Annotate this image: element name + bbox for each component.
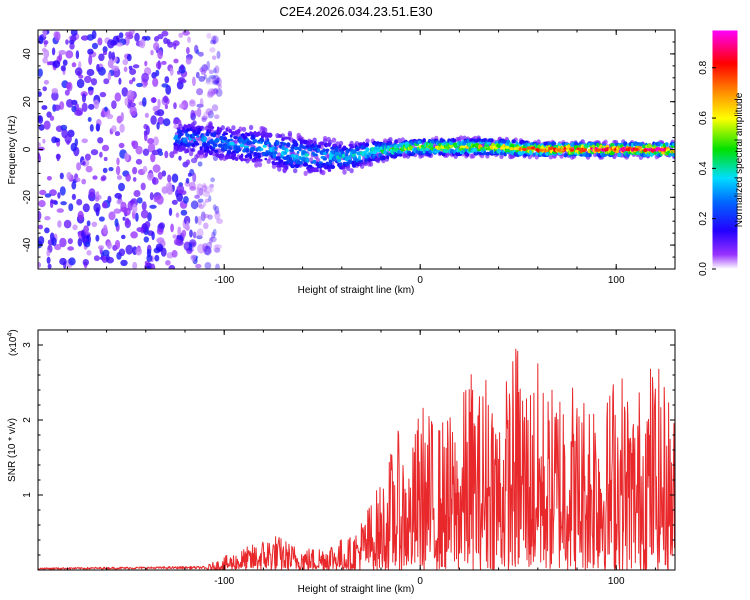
colorbar-tick-label: 0.6: [698, 111, 709, 125]
spectrogram-ytick-label: -20: [22, 190, 33, 205]
spectrogram-xtick-label: 0: [417, 275, 423, 286]
snr-ytick-label: 1: [22, 492, 33, 498]
colorbar-label: Normalized spectral amplitude: [734, 92, 745, 227]
snr-multiplier: (x104): [7, 329, 19, 356]
snr-axes: -100 0 100 1 2 3: [22, 330, 675, 587]
spectrogram-xlabel: Height of straight line (km): [298, 285, 415, 296]
colorbar-tick-label: 0.8: [698, 60, 709, 74]
chart-title: C2E4.2026.034.23.51.E30: [279, 4, 432, 19]
snr-line-layer: [38, 348, 675, 570]
snr-ylabel: SNR (10 * v/v): [7, 418, 18, 482]
snr-ytick-label: 3: [22, 342, 33, 348]
colorbar-tick-label: 0.2: [698, 211, 709, 225]
colorbar-gradient: [711, 29, 739, 270]
snr-series-line: [38, 348, 675, 570]
colorbar-ticks: 0.0 0.2 0.4 0.6 0.8: [698, 60, 716, 276]
spectrogram-xtick-label: -100: [214, 275, 234, 286]
snr-panel: -100 0 100 1 2 3 Height of straight line (km)…: [7, 329, 676, 595]
spectrogram-ytick-label: 0: [22, 146, 33, 152]
spectrogram-ytick-label: -40: [22, 237, 33, 252]
colorbar: 0.0 0.2 0.4 0.6 0.8 Normalized spectral ampl…: [698, 29, 745, 276]
snr-xtick-label: 100: [608, 576, 625, 587]
spectrogram-panel: -100 0 100 -40 -20 0 20 40 Height of straight l…: [7, 29, 676, 296]
spectrogram-ytick-label: 40: [22, 48, 33, 60]
snr-xtick-label: -100: [214, 576, 234, 587]
colorbar-tick-label: 0.4: [698, 161, 709, 175]
spectrogram-ylabel: Frequency (Hz): [7, 116, 18, 185]
spectrogram-axes: -100 0 100 -40 -20 0 20 40: [22, 29, 675, 286]
snr-xtick-label: 0: [417, 576, 423, 587]
spectrogram-xtick-label: 100: [608, 275, 625, 286]
snr-xlabel: Height of straight line (km): [298, 584, 415, 595]
colorbar-tick-label: 0.0: [698, 262, 709, 276]
spectrogram-heatmap: [38, 30, 675, 269]
snr-ytick-label: 2: [22, 417, 33, 423]
spectrogram-ytick-label: 20: [22, 96, 33, 108]
